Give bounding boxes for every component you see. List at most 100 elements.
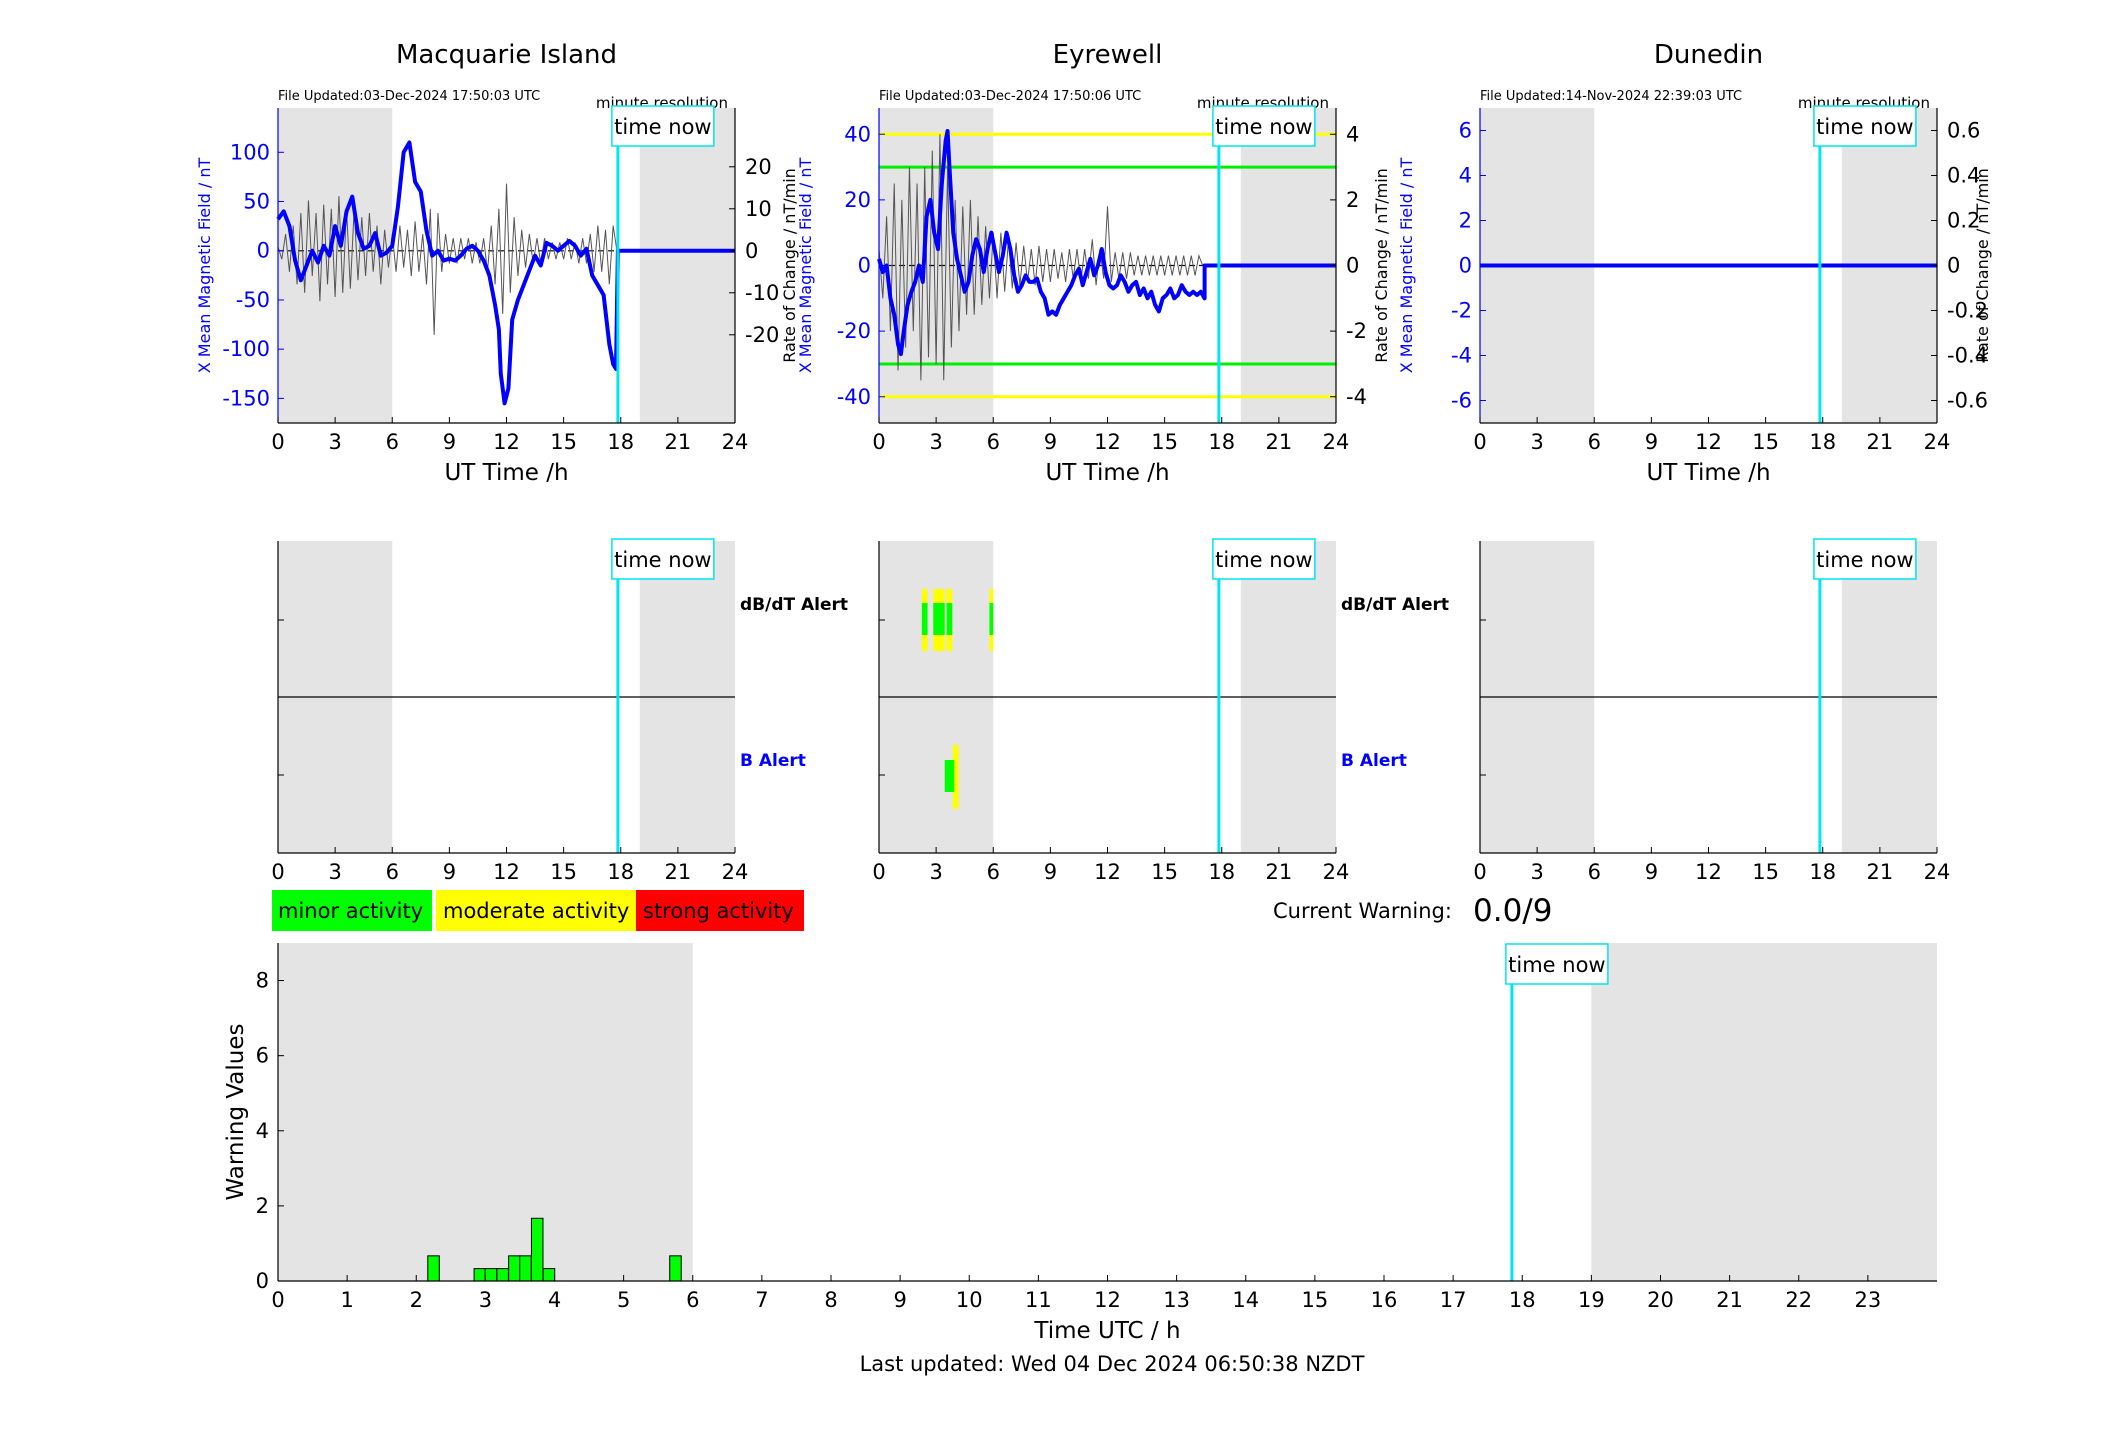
field-charts-row: Macquarie Island File Updated:03-Dec-2024… xyxy=(195,40,1992,486)
station-2-x-tick-label-1: 3 xyxy=(1530,430,1543,454)
station-0-left-tick-label-4: -100 xyxy=(222,337,270,361)
warning-y-tick-label-4: 8 xyxy=(256,969,269,993)
station-0-left-tick-label-1: 50 xyxy=(243,190,270,214)
station-0-left-tick-label-2: 0 xyxy=(257,239,270,263)
station-2-x-tick-label-0: 0 xyxy=(1473,430,1486,454)
warning-bar-7 xyxy=(542,1268,556,1282)
warning-x-tick-label-4: 4 xyxy=(548,1288,561,1312)
station-0-field-trace xyxy=(276,140,735,406)
station-1-dbdt-alert-minor-0 xyxy=(921,603,928,635)
station-1-right-tick-label-0: 4 xyxy=(1346,122,1359,146)
station-0-right-tick-label-0: 20 xyxy=(745,155,772,179)
station-1-time-now-label: time now xyxy=(1215,115,1312,139)
station-0-right-tick-label-2: 0 xyxy=(745,239,758,263)
station-1-alert-x-tick-label-1: 3 xyxy=(929,860,942,884)
warning-x-tick-label-23: 23 xyxy=(1855,1288,1882,1312)
station-0-left-tick-label-3: -50 xyxy=(236,288,270,312)
station-2-x-tick-label-6: 18 xyxy=(1809,430,1836,454)
station-0-x-tick-label-4: 12 xyxy=(493,430,520,454)
station-1-x-tick-label-6: 18 xyxy=(1208,430,1235,454)
station-0-x-tick-label-8: 24 xyxy=(722,430,749,454)
legend-minor-swatch xyxy=(272,890,432,931)
station-2-right-tick-label-2: 0.2 xyxy=(1947,209,1980,233)
station-1-right-tick-label-1: 2 xyxy=(1346,188,1359,212)
station-1-x-tick-label-7: 21 xyxy=(1266,430,1293,454)
station-2-alert-x-tick-label-5: 15 xyxy=(1752,860,1779,884)
warning-x-tick-label-6: 6 xyxy=(686,1288,699,1312)
warning-x-tick-label-8: 8 xyxy=(824,1288,837,1312)
station-1-rate-trace xyxy=(878,134,1204,381)
station-1-right-tick-label-3: -2 xyxy=(1346,319,1367,343)
station-1-field-chart: Eyrewell File Updated:03-Dec-2024 17:50:0… xyxy=(796,40,1391,486)
station-1-b-alert-label: B Alert xyxy=(1341,751,1407,771)
station-2-left-tick-label-2: 2 xyxy=(1459,209,1472,233)
station-0-x-tick-label-0: 0 xyxy=(271,430,284,454)
warning-x-tick-label-22: 22 xyxy=(1785,1288,1812,1312)
station-0-right-tick-label-3: -10 xyxy=(745,281,779,305)
station-2-y-label-left: X Mean Magnetic Field / nT xyxy=(1397,158,1416,374)
legend-moderate-swatch xyxy=(436,890,636,931)
station-0-y-label-right: Rate of Change / nT/min xyxy=(780,168,799,363)
station-0-x-tick-label-6: 18 xyxy=(607,430,634,454)
warning-x-tick-label-15: 15 xyxy=(1302,1288,1329,1312)
station-2-left-tick-label-6: -6 xyxy=(1451,389,1472,413)
station-2-right-tick-label-1: 0.4 xyxy=(1947,164,1980,188)
station-1-dbdt-alert-minor-2 xyxy=(938,603,945,635)
station-1-alert-x-tick-label-4: 12 xyxy=(1094,860,1121,884)
station-2-right-tick-label-0: 0.6 xyxy=(1947,119,1980,143)
warning-bar-3 xyxy=(496,1268,509,1282)
station-2-right-tick-label-4: -0.2 xyxy=(1947,299,1988,323)
station-2-alert-x-tick-label-3: 9 xyxy=(1645,860,1658,884)
station-2-time-now-box xyxy=(1813,105,1917,147)
station-0-alert-x-tick-label-4: 12 xyxy=(493,860,520,884)
station-2-x-tick-label-4: 12 xyxy=(1695,430,1722,454)
station-1-left-tick-label-1: 20 xyxy=(844,188,871,212)
activity-legend: minor activity moderate activity strong … xyxy=(272,890,804,931)
station-0-alert-x-tick-label-3: 9 xyxy=(443,860,456,884)
station-0-dbdt-alert-label: dB/dT Alert xyxy=(740,595,848,615)
station-1-right-tick-label-2: 0 xyxy=(1346,254,1359,278)
station-0-title: Macquarie Island xyxy=(396,40,617,70)
station-0-file-updated: File Updated:03-Dec-2024 17:50:03 UTC xyxy=(278,89,540,104)
station-0-x-tick-label-2: 6 xyxy=(386,430,399,454)
warning-x-tick-label-14: 14 xyxy=(1232,1288,1259,1312)
station-0-time-now-label: time now xyxy=(614,115,711,139)
warning-y-tick-label-1: 2 xyxy=(256,1194,269,1218)
station-1-alert-x-tick-label-5: 15 xyxy=(1151,860,1178,884)
station-2-alert-x-tick-label-0: 0 xyxy=(1473,860,1486,884)
station-0-x-tick-label-7: 21 xyxy=(665,430,692,454)
legend-minor-label: minor activity xyxy=(278,899,423,923)
station-0-alert-x-tick-label-8: 24 xyxy=(722,860,749,884)
station-1-dbdt-alert-minor-4 xyxy=(989,603,994,635)
station-1-x-tick-label-5: 15 xyxy=(1151,430,1178,454)
warning-bar-6 xyxy=(530,1217,544,1282)
station-1-b-alert-moderate-0 xyxy=(952,745,959,809)
station-1-alert-x-tick-label-8: 24 xyxy=(1323,860,1350,884)
station-2-left-tick-label-5: -4 xyxy=(1451,344,1472,368)
station-2-x-tick-label-8: 24 xyxy=(1924,430,1951,454)
station-2-right-tick-label-6: -0.6 xyxy=(1947,389,1988,413)
station-1-left-tick-label-0: 40 xyxy=(844,122,871,146)
alert-charts-row: time now 0 3 6 9 12 15 18 21 24 dB/dT Alert B Alert… xyxy=(271,538,1950,884)
station-1-alert-x-tick-label-6: 18 xyxy=(1208,860,1235,884)
warning-bar-8 xyxy=(669,1255,682,1282)
station-2-alert-time-now-box xyxy=(1813,538,1917,580)
station-0-night-shade-1 xyxy=(639,108,735,423)
warning-shade-0 xyxy=(278,943,693,1281)
station-1-alert-x-tick-label-3: 9 xyxy=(1044,860,1057,884)
station-1-alert-time-now-box xyxy=(1212,538,1316,580)
warning-x-tick-label-17: 17 xyxy=(1440,1288,1467,1312)
station-0-x-tick-label-1: 3 xyxy=(328,430,341,454)
station-1-x-label: UT Time /h xyxy=(1045,460,1169,486)
warning-bar-2 xyxy=(484,1268,498,1282)
station-0-alert-x-tick-label-5: 15 xyxy=(550,860,577,884)
warning-time-now-label: time now xyxy=(1508,953,1605,977)
warning-y-tick-label-0: 0 xyxy=(256,1269,269,1293)
legend-strong-swatch xyxy=(636,890,804,931)
warning-y-label: Warning Values xyxy=(223,1023,249,1200)
station-2-left-tick-label-3: 0 xyxy=(1459,254,1472,278)
station-2-alert-x-tick-label-2: 6 xyxy=(1588,860,1601,884)
station-2-right-tick-label-3: 0 xyxy=(1947,254,1960,278)
warning-x-tick-label-16: 16 xyxy=(1371,1288,1398,1312)
